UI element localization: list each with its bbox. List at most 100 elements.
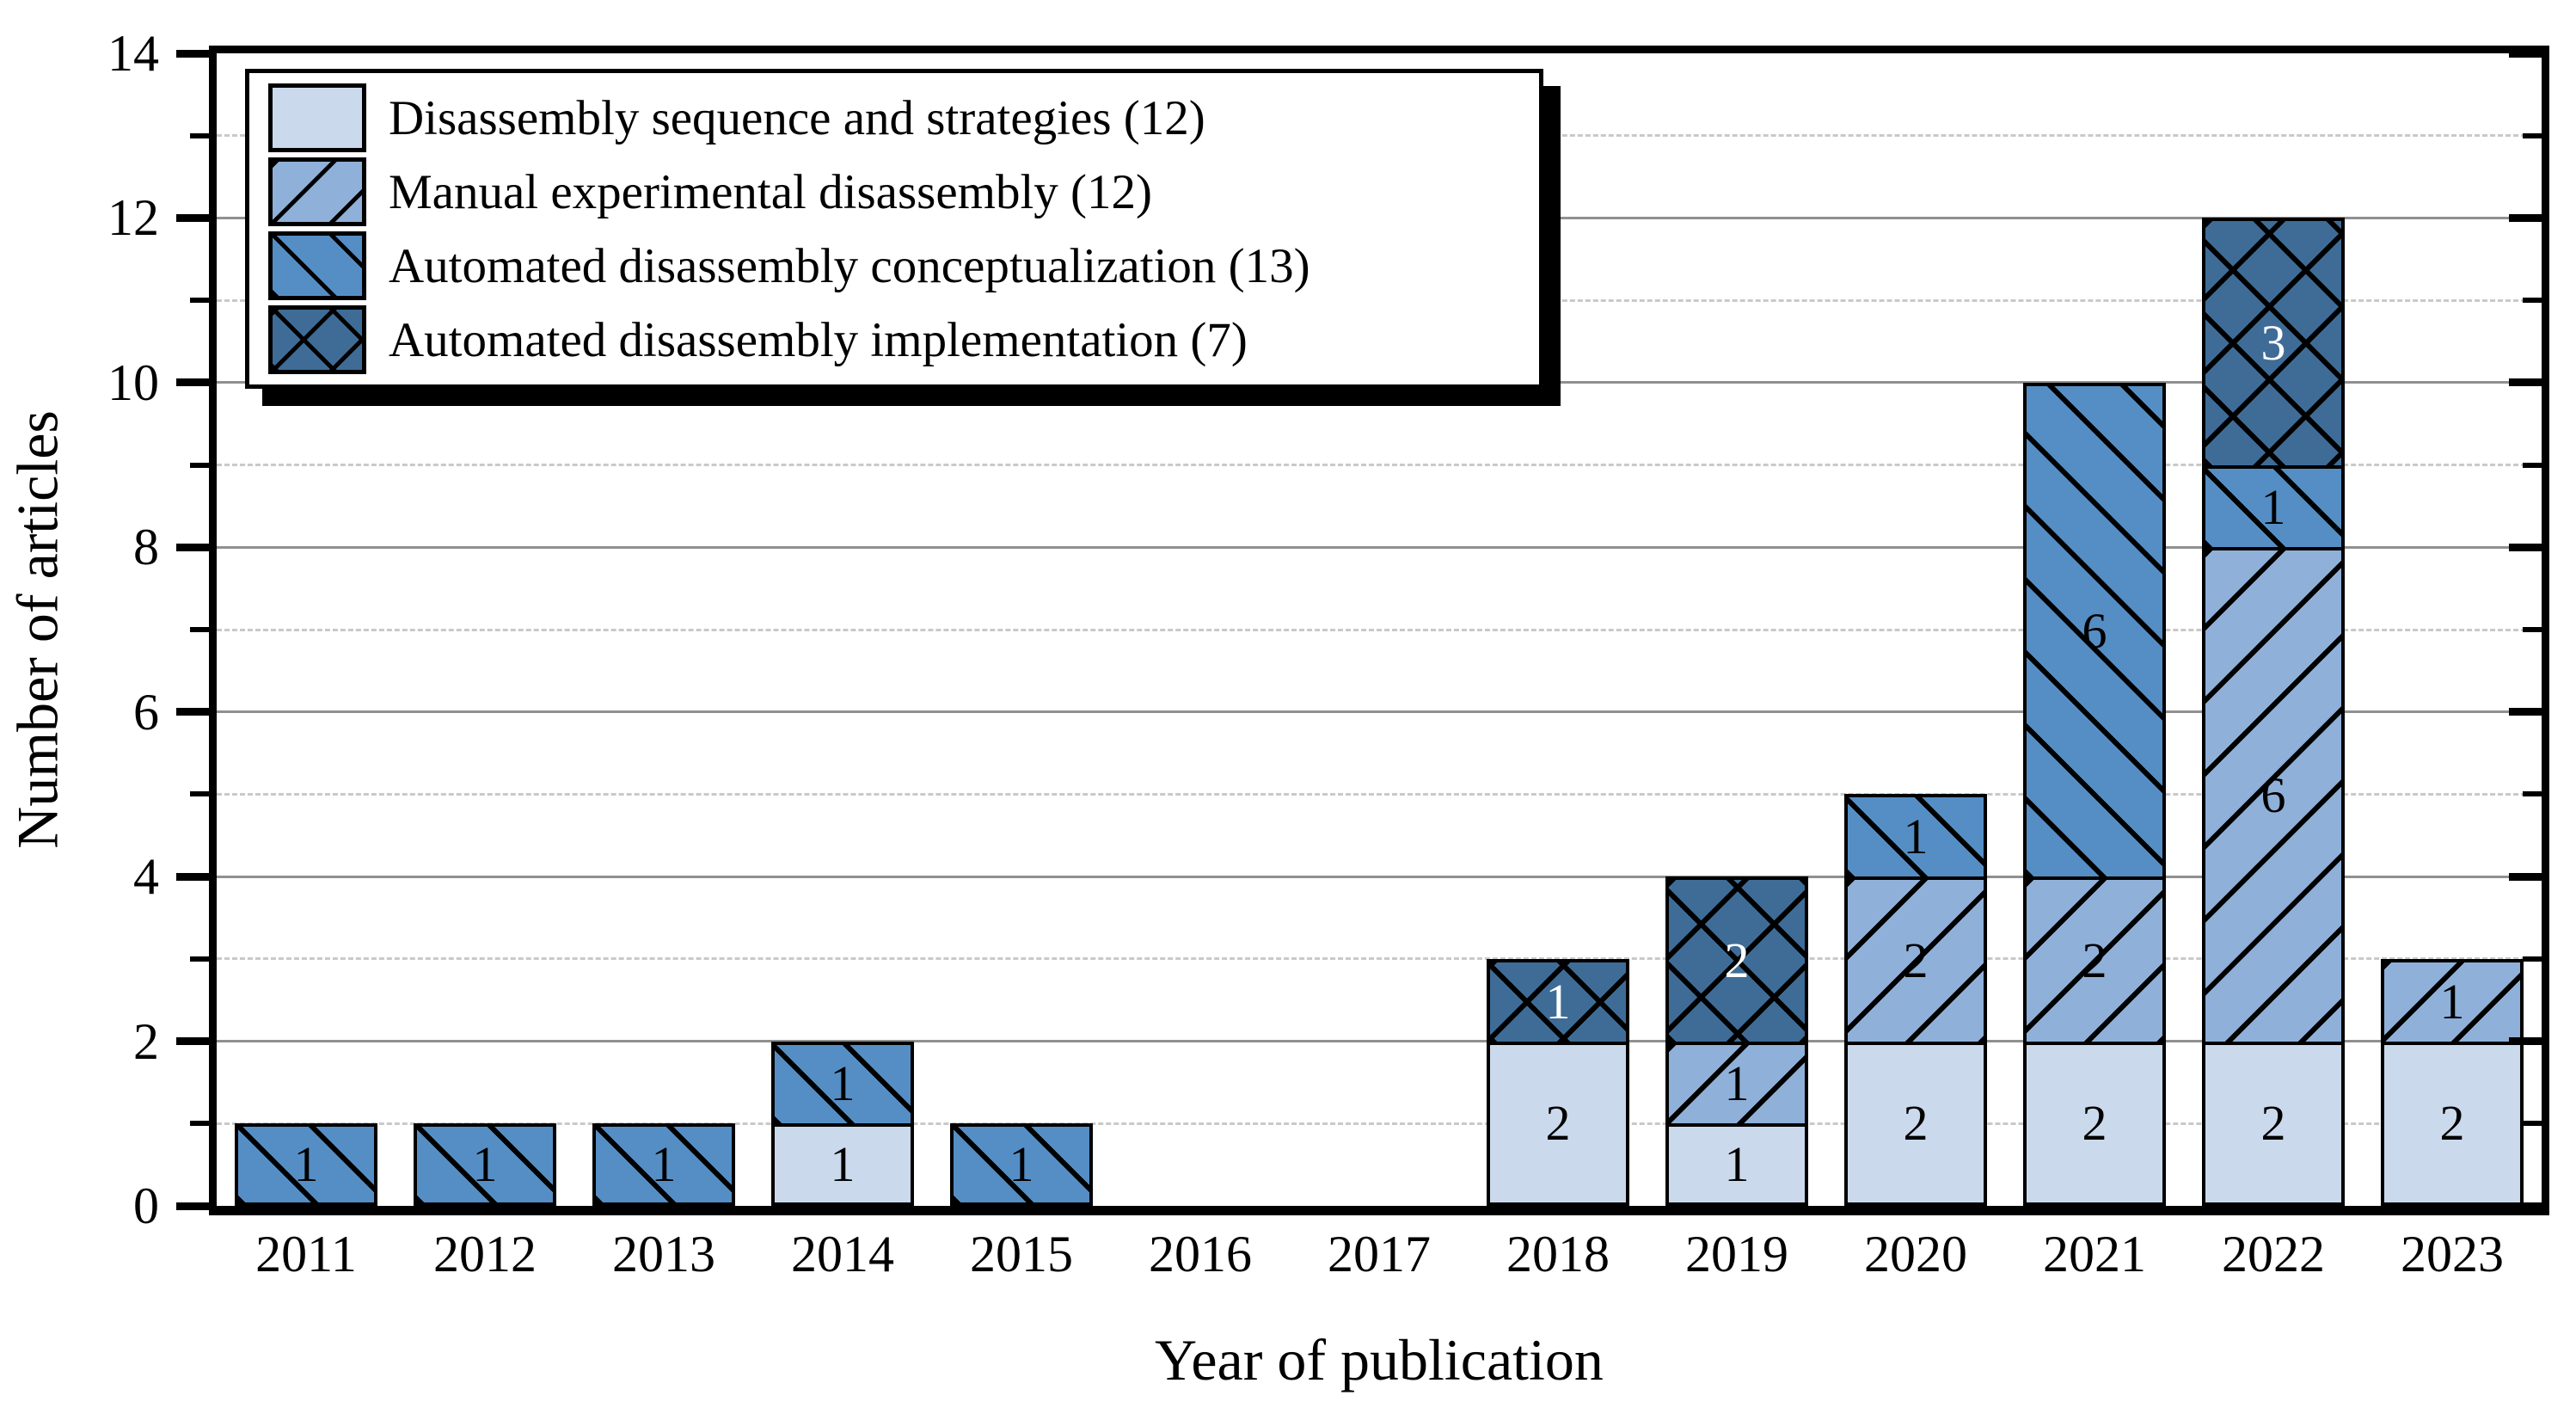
legend-item-label: Disassembly sequence and strategies (12) (389, 90, 1205, 145)
bar-segment: 2 (2023, 1041, 2166, 1206)
bar-segment: 6 (2023, 382, 2166, 881)
bar-value-label: 1 (472, 1136, 498, 1193)
bar-value-label: 1 (651, 1136, 677, 1193)
x-axis-tick-label: 2020 (1864, 1226, 1967, 1282)
legend-item: Automated disassembly implementation (7) (268, 305, 1520, 374)
bar-value-label: 1 (830, 1136, 856, 1193)
bar-segment: 1 (2202, 464, 2345, 551)
bar-value-label: 1 (1724, 1055, 1750, 1112)
legend-swatch-icon (268, 231, 366, 300)
bar-segment: 1 (592, 1123, 735, 1206)
y-axis-tick-left (176, 1202, 209, 1210)
legend-item-label: Automated disassembly implementation (7) (389, 312, 1248, 367)
bar-value-label: 2 (2082, 1095, 2107, 1152)
grid-line-minor (217, 1122, 2542, 1125)
bar-segment: 1 (1487, 958, 1629, 1045)
y-axis-tick-label: 12 (107, 189, 159, 247)
y-axis-tick-right (2523, 462, 2542, 468)
bar-segment: 1 (771, 1041, 914, 1128)
bar-segment: 2 (2202, 1041, 2345, 1206)
y-axis-tick-label: 0 (133, 1177, 159, 1234)
x-axis-tick-label: 2013 (612, 1226, 715, 1282)
bar-segment: 1 (1665, 1041, 1808, 1128)
y-axis-tick-left (176, 1037, 209, 1046)
bar-segment: 1 (1844, 794, 1987, 881)
grid-line-major (217, 875, 2542, 878)
legend-swatch-icon (268, 157, 366, 226)
bar-value-label: 1 (2260, 479, 2286, 536)
grid-line-major (217, 710, 2542, 714)
x-axis-tick-label: 2023 (2401, 1226, 2504, 1282)
bar-segment: 1 (1665, 1123, 1808, 1206)
grid-line-minor (217, 464, 2542, 467)
bar-value-label: 1 (1724, 1136, 1750, 1193)
bar-value-label: 2 (1903, 1095, 1929, 1152)
bar-value-label: 2 (1724, 931, 1750, 988)
bar-segment: 1 (235, 1123, 377, 1206)
grid-line-minor (217, 792, 2542, 796)
y-axis-tick-right (2509, 213, 2542, 222)
y-axis-tick-left (190, 132, 209, 138)
y-axis-tick-label: 14 (107, 25, 159, 82)
y-axis-tick-right (2509, 872, 2542, 881)
x-axis-tick-label: 2012 (433, 1226, 537, 1282)
bar-segment: 6 (2202, 547, 2345, 1045)
x-axis-tick-label: 2019 (1685, 1226, 1788, 1282)
bar-value-label: 1 (2439, 973, 2465, 1030)
y-axis-tick-right (2523, 1121, 2542, 1127)
y-axis-title: Number of articles (4, 410, 71, 849)
y-axis-tick-left (190, 956, 209, 962)
y-axis-tick-right (2523, 298, 2542, 304)
y-axis-tick-left (176, 378, 209, 387)
bar-value-label: 2 (2082, 931, 2107, 988)
bar-value-label: 1 (293, 1136, 319, 1193)
bar-value-label: 3 (2260, 314, 2286, 371)
y-axis-tick-label: 8 (133, 519, 159, 576)
bar-value-label: 2 (1545, 1095, 1571, 1152)
x-axis-tick-label: 2015 (970, 1226, 1073, 1282)
y-axis-tick-right (2509, 543, 2542, 551)
x-axis-tick-label: 2022 (2222, 1226, 2325, 1282)
bar-segment: 2 (1844, 1041, 1987, 1206)
y-axis-tick-right (2523, 791, 2542, 797)
grid-line-major (217, 545, 2542, 549)
y-axis-tick-left (190, 462, 209, 468)
legend-item: Disassembly sequence and strategies (12) (268, 83, 1520, 152)
y-axis-tick-right (2523, 956, 2542, 962)
legend-swatch-icon (268, 83, 366, 152)
bar-value-label: 2 (2260, 1095, 2286, 1152)
bar-value-label: 6 (2082, 602, 2107, 659)
bar-value-label: 2 (1903, 931, 1929, 988)
bar-segment: 2 (2023, 876, 2166, 1045)
y-axis-tick-left (190, 1121, 209, 1127)
y-axis-tick-right (2509, 1202, 2542, 1210)
bar-value-label: 1 (830, 1055, 856, 1112)
bar-value-label: 2 (2439, 1095, 2465, 1152)
x-axis-tick-label: 2017 (1328, 1226, 1431, 1282)
grid-line-minor (217, 628, 2542, 631)
x-axis-tick-label: 2011 (255, 1226, 357, 1282)
legend-item: Automated disassembly conceptualization … (268, 231, 1520, 300)
y-axis-tick-left (190, 627, 209, 632)
x-axis-tick-label: 2021 (2043, 1226, 2146, 1282)
y-axis-tick-left (176, 49, 209, 58)
y-axis-tick-right (2509, 378, 2542, 387)
y-axis-tick-right (2523, 132, 2542, 138)
bar-segment: 1 (2381, 958, 2524, 1045)
y-axis-tick-left (176, 543, 209, 551)
legend-swatch-icon (268, 305, 366, 374)
legend-item: Manual experimental disassembly (12) (268, 157, 1520, 226)
y-axis-tick-right (2509, 1037, 2542, 1046)
bar-segment: 2 (1487, 1041, 1629, 1206)
bar-value-label: 6 (2260, 767, 2286, 824)
y-axis-tick-left (176, 213, 209, 222)
y-axis-tick-label: 2 (133, 1012, 159, 1070)
x-axis-tick-label: 2014 (791, 1226, 894, 1282)
y-axis-tick-left (176, 872, 209, 881)
bar-segment: 1 (771, 1123, 914, 1206)
bar-segment: 3 (2202, 218, 2345, 469)
grid-line-major (217, 1040, 2542, 1043)
bar-value-label: 1 (1009, 1136, 1034, 1193)
bar-segment: 2 (2381, 1041, 2524, 1206)
